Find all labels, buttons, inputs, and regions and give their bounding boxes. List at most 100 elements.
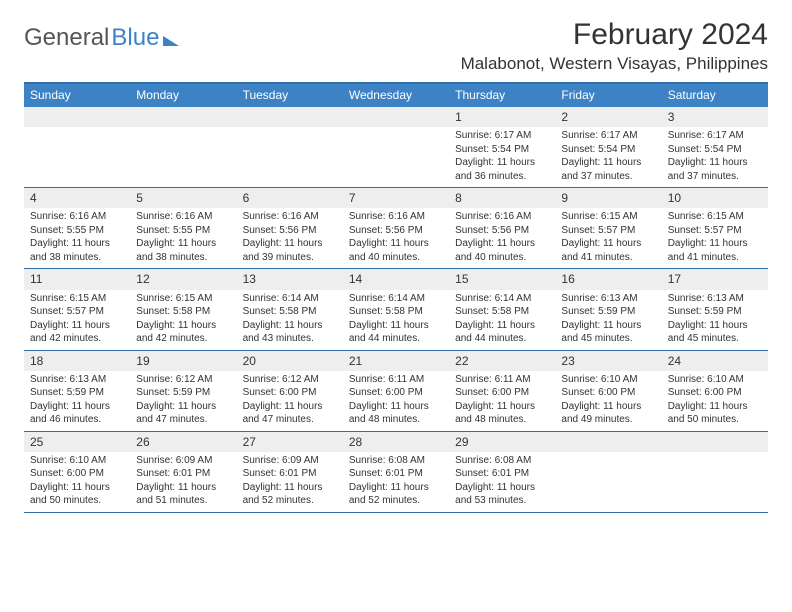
day-body: Sunrise: 6:15 AMSunset: 5:57 PMDaylight:… <box>662 208 768 268</box>
day-cell: 20Sunrise: 6:12 AMSunset: 6:00 PMDayligh… <box>237 351 343 431</box>
sunset-line: Sunset: 5:58 PM <box>349 305 443 319</box>
day-number-empty <box>555 432 661 452</box>
daylight-line: and 41 minutes. <box>561 251 655 265</box>
day-cell: 9Sunrise: 6:15 AMSunset: 5:57 PMDaylight… <box>555 188 661 268</box>
daylight-line: Daylight: 11 hours <box>136 481 230 495</box>
daylight-line: and 45 minutes. <box>561 332 655 346</box>
daylight-line: Daylight: 11 hours <box>455 319 549 333</box>
sunset-line: Sunset: 5:54 PM <box>455 143 549 157</box>
day-number: 22 <box>449 351 555 371</box>
day-body: Sunrise: 6:13 AMSunset: 5:59 PMDaylight:… <box>555 290 661 350</box>
day-cell: 7Sunrise: 6:16 AMSunset: 5:56 PMDaylight… <box>343 188 449 268</box>
day-cell: 28Sunrise: 6:08 AMSunset: 6:01 PMDayligh… <box>343 432 449 512</box>
day-body: Sunrise: 6:10 AMSunset: 6:00 PMDaylight:… <box>662 371 768 431</box>
daylight-line: Daylight: 11 hours <box>30 400 124 414</box>
sunset-line: Sunset: 5:58 PM <box>243 305 337 319</box>
day-cell: 3Sunrise: 6:17 AMSunset: 5:54 PMDaylight… <box>662 107 768 187</box>
day-body: Sunrise: 6:10 AMSunset: 6:00 PMDaylight:… <box>555 371 661 431</box>
daylight-line: Daylight: 11 hours <box>561 400 655 414</box>
sunrise-line: Sunrise: 6:14 AM <box>243 292 337 306</box>
day-cell: 16Sunrise: 6:13 AMSunset: 5:59 PMDayligh… <box>555 269 661 349</box>
sunrise-line: Sunrise: 6:13 AM <box>30 373 124 387</box>
day-number: 2 <box>555 107 661 127</box>
day-number: 27 <box>237 432 343 452</box>
day-number-empty <box>237 107 343 127</box>
sunset-line: Sunset: 5:56 PM <box>243 224 337 238</box>
sunrise-line: Sunrise: 6:17 AM <box>455 129 549 143</box>
sunset-line: Sunset: 5:57 PM <box>30 305 124 319</box>
daylight-line: and 50 minutes. <box>668 413 762 427</box>
day-number: 26 <box>130 432 236 452</box>
sunrise-line: Sunrise: 6:10 AM <box>30 454 124 468</box>
daylight-line: Daylight: 11 hours <box>455 481 549 495</box>
day-body: Sunrise: 6:16 AMSunset: 5:56 PMDaylight:… <box>449 208 555 268</box>
day-cell: 22Sunrise: 6:11 AMSunset: 6:00 PMDayligh… <box>449 351 555 431</box>
day-number-empty <box>343 107 449 127</box>
daylight-line: and 47 minutes. <box>136 413 230 427</box>
sunrise-line: Sunrise: 6:15 AM <box>668 210 762 224</box>
daylight-line: and 46 minutes. <box>30 413 124 427</box>
day-number: 5 <box>130 188 236 208</box>
day-body: Sunrise: 6:15 AMSunset: 5:57 PMDaylight:… <box>555 208 661 268</box>
sunset-line: Sunset: 5:59 PM <box>30 386 124 400</box>
sunset-line: Sunset: 5:57 PM <box>561 224 655 238</box>
daylight-line: and 44 minutes. <box>455 332 549 346</box>
daylight-line: and 48 minutes. <box>349 413 443 427</box>
calendar: Sunday Monday Tuesday Wednesday Thursday… <box>24 82 768 513</box>
sunset-line: Sunset: 5:56 PM <box>455 224 549 238</box>
logo-text-1: General <box>24 24 109 52</box>
daylight-line: and 44 minutes. <box>349 332 443 346</box>
dow-monday: Monday <box>130 84 236 107</box>
dow-thursday: Thursday <box>449 84 555 107</box>
sunset-line: Sunset: 6:00 PM <box>243 386 337 400</box>
day-number: 18 <box>24 351 130 371</box>
sunset-line: Sunset: 6:01 PM <box>455 467 549 481</box>
sunset-line: Sunset: 5:54 PM <box>561 143 655 157</box>
day-number: 1 <box>449 107 555 127</box>
day-number: 17 <box>662 269 768 289</box>
daylight-line: and 52 minutes. <box>243 494 337 508</box>
daylight-line: and 40 minutes. <box>455 251 549 265</box>
day-cell: 18Sunrise: 6:13 AMSunset: 5:59 PMDayligh… <box>24 351 130 431</box>
day-body <box>662 452 768 510</box>
sunset-line: Sunset: 6:00 PM <box>668 386 762 400</box>
daylight-line: Daylight: 11 hours <box>349 400 443 414</box>
daylight-line: Daylight: 11 hours <box>668 319 762 333</box>
sunrise-line: Sunrise: 6:15 AM <box>30 292 124 306</box>
day-body <box>555 452 661 510</box>
day-number: 24 <box>662 351 768 371</box>
daylight-line: and 49 minutes. <box>561 413 655 427</box>
daylight-line: Daylight: 11 hours <box>30 319 124 333</box>
day-body: Sunrise: 6:12 AMSunset: 6:00 PMDaylight:… <box>237 371 343 431</box>
daylight-line: Daylight: 11 hours <box>561 237 655 251</box>
sunset-line: Sunset: 6:00 PM <box>349 386 443 400</box>
day-cell: 1Sunrise: 6:17 AMSunset: 5:54 PMDaylight… <box>449 107 555 187</box>
daylight-line: Daylight: 11 hours <box>30 237 124 251</box>
sunrise-line: Sunrise: 6:16 AM <box>136 210 230 224</box>
day-number: 29 <box>449 432 555 452</box>
sunrise-line: Sunrise: 6:13 AM <box>668 292 762 306</box>
daylight-line: and 37 minutes. <box>561 170 655 184</box>
sunrise-line: Sunrise: 6:11 AM <box>455 373 549 387</box>
daylight-line: Daylight: 11 hours <box>136 319 230 333</box>
day-cell: 17Sunrise: 6:13 AMSunset: 5:59 PMDayligh… <box>662 269 768 349</box>
daylight-line: and 39 minutes. <box>243 251 337 265</box>
day-number: 13 <box>237 269 343 289</box>
day-cell: 29Sunrise: 6:08 AMSunset: 6:01 PMDayligh… <box>449 432 555 512</box>
daylight-line: Daylight: 11 hours <box>243 400 337 414</box>
weeks-container: 1Sunrise: 6:17 AMSunset: 5:54 PMDaylight… <box>24 107 768 513</box>
day-cell: 4Sunrise: 6:16 AMSunset: 5:55 PMDaylight… <box>24 188 130 268</box>
day-body: Sunrise: 6:16 AMSunset: 5:56 PMDaylight:… <box>237 208 343 268</box>
sunset-line: Sunset: 6:00 PM <box>30 467 124 481</box>
day-body: Sunrise: 6:17 AMSunset: 5:54 PMDaylight:… <box>449 127 555 187</box>
day-number: 19 <box>130 351 236 371</box>
sunset-line: Sunset: 5:59 PM <box>561 305 655 319</box>
day-body <box>237 127 343 185</box>
day-body <box>343 127 449 185</box>
day-body: Sunrise: 6:16 AMSunset: 5:56 PMDaylight:… <box>343 208 449 268</box>
day-body: Sunrise: 6:11 AMSunset: 6:00 PMDaylight:… <box>343 371 449 431</box>
day-body: Sunrise: 6:13 AMSunset: 5:59 PMDaylight:… <box>24 371 130 431</box>
daylight-line: Daylight: 11 hours <box>455 156 549 170</box>
sunrise-line: Sunrise: 6:09 AM <box>243 454 337 468</box>
daylight-line: Daylight: 11 hours <box>243 237 337 251</box>
